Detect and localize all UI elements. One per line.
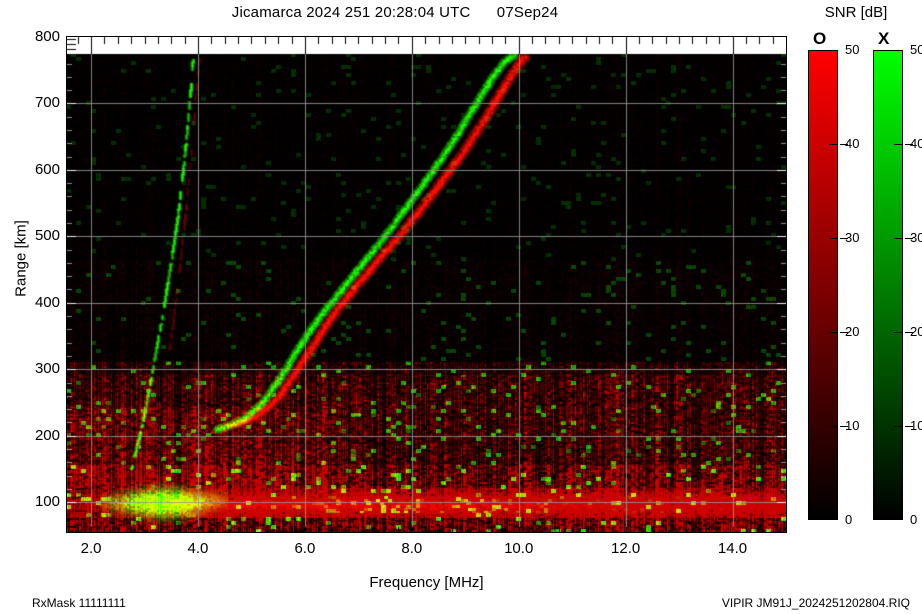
colorbar-tick-mark xyxy=(894,238,903,239)
y-tick-label: 700 xyxy=(34,94,60,112)
colorbar-tick-label: 0 xyxy=(845,512,853,527)
colorbar-tick-mark xyxy=(894,332,903,333)
y-axis-ticks: 100 200 300 400 500 600 700 800 xyxy=(0,0,60,614)
x-tick-label: 12.0 xyxy=(611,540,641,557)
colorbar-tick-mark xyxy=(829,144,838,145)
x-tick-label: 8.0 xyxy=(401,540,423,557)
colorbar-tick-mark xyxy=(894,144,903,145)
y-tick-label: 400 xyxy=(34,293,60,311)
y-tick-label: 800 xyxy=(34,28,60,45)
colorbar-tick-label: 20 xyxy=(845,324,860,339)
x-tick-label: 4.0 xyxy=(187,540,209,557)
colorbar-tick-mark xyxy=(840,332,848,333)
x-tick-label: 10.0 xyxy=(504,540,534,557)
colorbar-tick-label: 30 xyxy=(845,230,860,245)
x-tick-label: 2.0 xyxy=(80,540,102,557)
y-axis-label: Range [km] xyxy=(12,220,30,297)
colorbar-title: SNR [dB] xyxy=(824,4,888,21)
colorbar-tick-label: 20 xyxy=(910,324,922,339)
colorbar-o-mode-label: O xyxy=(813,29,827,48)
colorbar-tick-label: 50 xyxy=(845,42,860,57)
colorbar-tick-mark xyxy=(905,238,913,239)
colorbar-tick-mark xyxy=(905,426,913,427)
rxmask-footer: RxMask 11111111 xyxy=(32,596,126,610)
colorbar-tick-mark xyxy=(829,426,838,427)
y-tick-label: 100 xyxy=(34,493,60,511)
colorbar-tick-label: 10 xyxy=(910,418,922,433)
colorbar-tick-mark xyxy=(894,426,903,427)
colorbar-tick-label: 0 xyxy=(910,512,918,527)
colorbar-tick-mark xyxy=(840,238,848,239)
ionogram-canvas[interactable] xyxy=(67,37,786,532)
colorbar-x-mode xyxy=(873,50,903,520)
ionogram-plot-area[interactable] xyxy=(66,36,787,533)
colorbar-tick-mark xyxy=(905,144,913,145)
colorbar-tick-label: 40 xyxy=(845,136,860,151)
colorbar-tick-label: 10 xyxy=(845,418,860,433)
colorbar-tick-label: 50 xyxy=(910,42,922,57)
y-tick-label: 500 xyxy=(34,227,60,245)
x-tick-label: 14.0 xyxy=(717,540,748,557)
y-tick-label: 200 xyxy=(34,426,60,444)
colorbar-o-mode xyxy=(808,50,838,520)
colorbar-tick-mark xyxy=(840,426,848,427)
colorbar-tick-mark xyxy=(829,238,838,239)
colorbar-tick-label: 40 xyxy=(910,136,922,151)
colorbar-tick-mark xyxy=(905,332,913,333)
y-tick-label: 300 xyxy=(34,360,60,378)
colorbar-tick-label: 30 xyxy=(910,230,922,245)
x-tick-label: 6.0 xyxy=(294,540,316,557)
colorbar-tick-mark xyxy=(840,144,848,145)
x-axis-label: Frequency [MHz] xyxy=(369,574,484,591)
colorbar-x-mode-label: X xyxy=(878,29,890,48)
file-footer: VIPIR JM91J_2024251202804.RIQ xyxy=(721,596,910,610)
page-title: Jicamarca 2024 251 20:28:04 UTC 07Sep24 xyxy=(231,4,559,21)
colorbar-tick-mark xyxy=(829,332,838,333)
y-tick-label: 600 xyxy=(34,160,60,178)
